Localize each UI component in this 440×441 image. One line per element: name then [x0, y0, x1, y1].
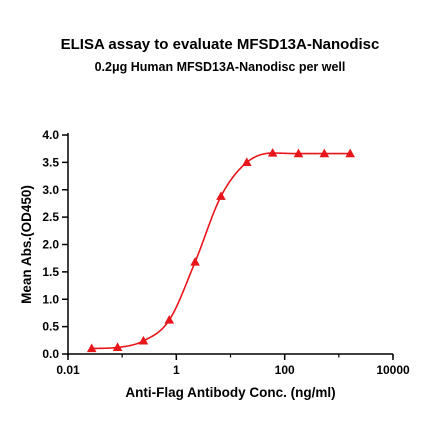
data-point-10	[345, 148, 355, 158]
y-tick-label-7: 3.5	[42, 155, 59, 169]
y-tick-label-4: 2.0	[42, 238, 59, 252]
y-tick-label-0: 0.0	[42, 347, 59, 361]
data-point-8	[293, 148, 304, 158]
data-point-2	[138, 335, 149, 345]
y-tick-label-8: 4.0	[42, 128, 59, 142]
data-point-1	[112, 342, 123, 352]
y-tick-label-3: 1.5	[42, 265, 59, 279]
data-point-5	[216, 191, 226, 200]
x-tick-label-1: 1	[173, 363, 180, 377]
chart-title: ELISA assay to evaluate MFSD13A-Nanodisc	[60, 36, 380, 53]
x-tick-label-0: 0.01	[56, 363, 80, 377]
y-tick-label-1: 0.5	[42, 320, 59, 334]
data-point-6	[242, 157, 252, 166]
x-tick-label-2: 100	[275, 363, 295, 377]
x-axis-label: Anti-Flag Antibody Conc. (ng/ml)	[125, 385, 335, 400]
data-point-3	[164, 315, 175, 324]
y-tick-label-6: 3.0	[42, 183, 59, 197]
fit-curve	[91, 152, 351, 350]
y-tick-label-5: 2.5	[42, 210, 59, 224]
data-point-0	[86, 343, 97, 353]
x-tick-label-3: 10000	[376, 363, 410, 377]
data-point-9	[319, 148, 330, 158]
y-axis-label: Mean Abs.(OD450)	[19, 185, 34, 304]
data-point-4	[190, 257, 200, 266]
y-tick-label-2: 1.0	[42, 292, 59, 306]
chart-subtitle: 0.2μg Human MFSD13A-Nanodisc per well	[94, 60, 346, 74]
data-point-7	[267, 148, 278, 157]
